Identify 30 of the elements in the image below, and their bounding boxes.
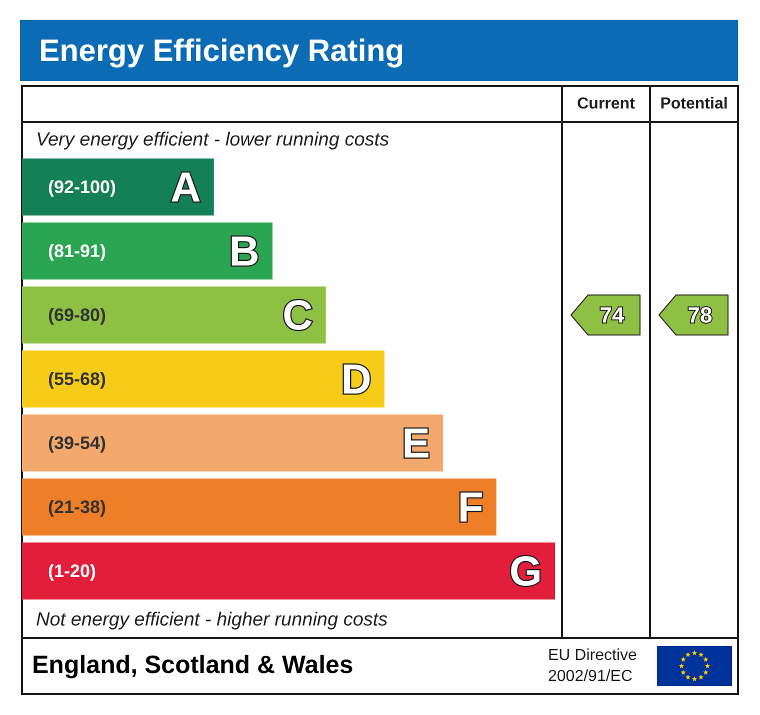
annotation: (69-80) [48,305,106,325]
text: England, Scotland & Wales [32,651,354,679]
y-tick-label: F [458,484,484,530]
text: Potential [660,96,728,112]
text: Current [577,96,636,112]
bar [22,222,273,280]
annotation: (55-68) [48,369,106,389]
bar [22,542,555,600]
y-tick-label: C [282,292,313,338]
bar [22,414,444,472]
y-tick-label: A [170,164,201,210]
y-tick-label: G [509,548,542,594]
annotation: (1-20) [48,561,96,581]
text: EU Directive 2002/91/EC [548,647,642,685]
text: Not energy efficient - higher running costs [36,610,388,630]
text: 74 [600,302,625,328]
bar [22,350,384,408]
bar [22,478,496,536]
y-tick-label: D [341,356,372,402]
text: 78 [688,302,712,328]
annotation: (81-91) [48,241,106,261]
chart-title: Energy Efficiency Rating [39,33,404,68]
text: Very energy efficient - lower running costs [36,130,390,150]
annotation: (21-38) [48,497,106,517]
bar [22,286,326,344]
bar [22,158,214,216]
annotation: (39-54) [48,433,106,453]
annotation: (92-100) [48,177,116,197]
y-tick-label: E [402,420,430,466]
y-tick-label: B [229,228,260,274]
